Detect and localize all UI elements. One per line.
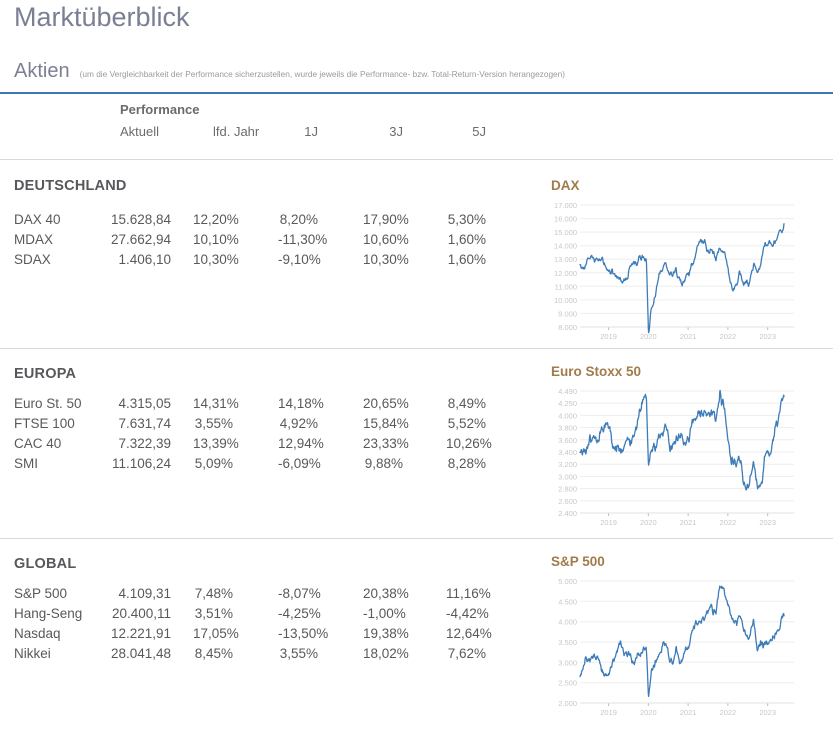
svg-text:2022: 2022 (720, 332, 737, 341)
svg-text:4.000: 4.000 (558, 618, 577, 627)
svg-text:3.400: 3.400 (558, 448, 577, 457)
svg-text:4.500: 4.500 (558, 597, 577, 606)
svg-text:17.000: 17.000 (554, 201, 577, 210)
svg-text:2.600: 2.600 (558, 497, 577, 506)
svg-text:13.000: 13.000 (554, 255, 577, 264)
svg-text:2020: 2020 (640, 708, 657, 717)
svg-text:2019: 2019 (600, 518, 617, 527)
svg-text:2.400: 2.400 (558, 509, 577, 518)
svg-text:3.800: 3.800 (558, 424, 577, 433)
svg-text:11.000: 11.000 (555, 282, 577, 291)
svg-text:9.000: 9.000 (558, 309, 577, 318)
svg-text:3.000: 3.000 (558, 658, 577, 667)
svg-text:2021: 2021 (680, 708, 697, 717)
svg-text:2.000: 2.000 (558, 699, 577, 708)
svg-text:3.600: 3.600 (558, 436, 577, 445)
svg-text:2021: 2021 (680, 332, 697, 341)
svg-text:4.250: 4.250 (558, 399, 577, 408)
svg-text:14.000: 14.000 (554, 242, 577, 251)
svg-text:16.000: 16.000 (554, 215, 577, 224)
svg-text:2022: 2022 (720, 708, 737, 717)
svg-text:2022: 2022 (720, 518, 737, 527)
svg-text:4.490: 4.490 (558, 387, 577, 396)
svg-text:5.000: 5.000 (558, 577, 577, 586)
svg-text:3.500: 3.500 (558, 638, 577, 647)
svg-text:2.800: 2.800 (558, 485, 577, 494)
svg-text:2023: 2023 (759, 708, 776, 717)
svg-text:2023: 2023 (759, 332, 776, 341)
svg-text:2.500: 2.500 (558, 679, 577, 688)
svg-text:2020: 2020 (640, 518, 657, 527)
svg-text:2021: 2021 (680, 518, 697, 527)
svg-text:4.000: 4.000 (558, 411, 577, 420)
svg-text:10.000: 10.000 (554, 296, 577, 305)
svg-text:2023: 2023 (759, 518, 776, 527)
svg-text:2019: 2019 (600, 332, 617, 341)
svg-text:3.000: 3.000 (558, 472, 577, 481)
svg-text:15.000: 15.000 (554, 228, 577, 237)
svg-text:12.000: 12.000 (554, 269, 577, 278)
svg-text:8.000: 8.000 (558, 323, 577, 332)
svg-text:2019: 2019 (600, 708, 617, 717)
svg-text:2020: 2020 (640, 332, 657, 341)
svg-text:3.200: 3.200 (558, 460, 577, 469)
